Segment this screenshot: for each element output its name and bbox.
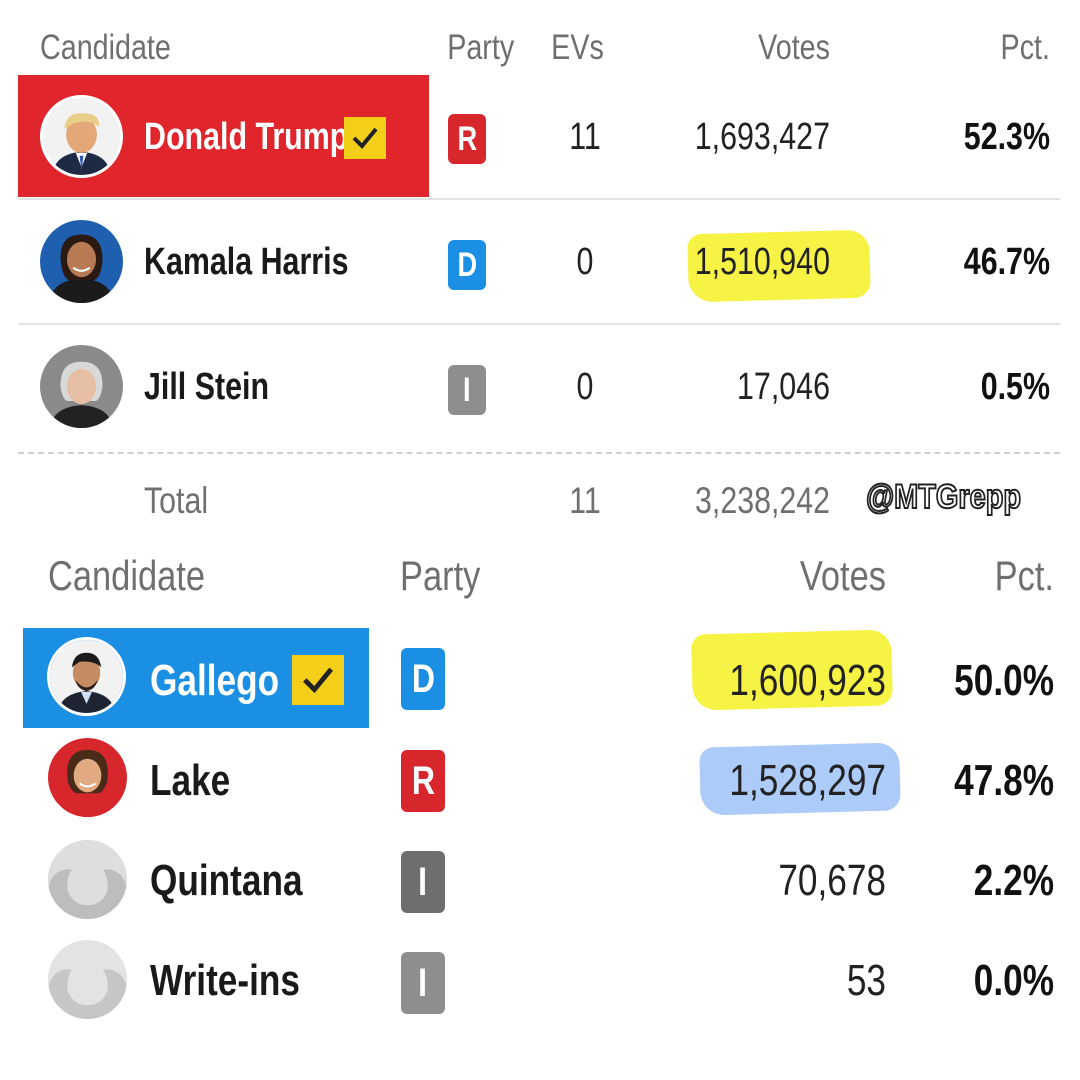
total-evs: 11 (569, 480, 601, 521)
vote-percentage: 50.0% (954, 656, 1054, 705)
header-party: Party (447, 28, 515, 67)
electoral-votes: 11 (569, 116, 601, 158)
avatar (40, 345, 123, 428)
vote-percentage: 2.2% (973, 856, 1054, 905)
candidate-name: Kamala Harris (144, 241, 349, 283)
total-divider (18, 452, 1060, 454)
header-votes: Votes (758, 28, 830, 67)
vote-count: 1,600,923 (729, 656, 886, 705)
header-party: Party (400, 552, 481, 599)
vote-count: 17,046 (737, 366, 830, 408)
total-votes: 3,238,242 (695, 480, 830, 521)
candidate-name: Jill Stein (144, 366, 270, 408)
header-candidate: Candidate (48, 552, 206, 599)
header-pct: Pct. (1000, 28, 1050, 67)
header-candidate: Candidate (40, 28, 171, 67)
vote-count: 1,693,427 (694, 116, 830, 158)
vote-percentage: 0.5% (980, 366, 1050, 408)
header-pct: Pct. (994, 552, 1054, 599)
candidate-name: Gallego (150, 656, 280, 705)
vote-count: 1,510,940 (694, 241, 830, 283)
avatar (48, 738, 127, 817)
candidate-name: Quintana (150, 856, 303, 905)
person-silhouette-icon (48, 940, 127, 1019)
vote-percentage: 0.0% (973, 956, 1054, 1005)
party-badge: D (448, 240, 486, 290)
total-label: Total (144, 480, 209, 521)
party-badge: D (401, 648, 445, 710)
vote-percentage: 46.7% (963, 241, 1050, 283)
header-votes: Votes (799, 552, 886, 599)
vote-count: 1,528,297 (729, 756, 886, 805)
vote-percentage: 47.8% (954, 756, 1054, 805)
party-badge: I (401, 952, 445, 1014)
vote-count: 53 (846, 956, 886, 1005)
watermark: @MTGrepp (865, 477, 1022, 517)
checkmark-icon (292, 655, 344, 705)
header-evs: EVs (551, 28, 604, 67)
candidate-name: Donald Trump (144, 116, 349, 158)
row-divider (18, 323, 1060, 325)
checkmark-icon (344, 117, 386, 159)
avatar (47, 637, 126, 716)
electoral-votes: 0 (576, 366, 594, 408)
party-badge: I (448, 365, 486, 415)
person-silhouette-icon (48, 840, 127, 919)
vote-count: 70,678 (778, 856, 886, 905)
electoral-votes: 0 (576, 241, 594, 283)
avatar (40, 95, 123, 178)
party-badge: R (401, 750, 445, 812)
candidate-name: Lake (150, 756, 231, 805)
party-badge: R (448, 114, 486, 164)
candidate-name: Write-ins (150, 956, 300, 1005)
party-badge: I (401, 851, 445, 913)
row-divider (18, 198, 1060, 200)
avatar (40, 220, 123, 303)
vote-percentage: 52.3% (963, 116, 1050, 158)
